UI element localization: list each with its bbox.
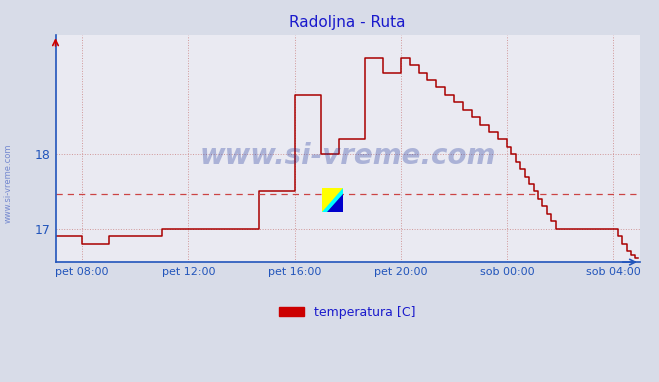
Polygon shape bbox=[322, 188, 343, 212]
Polygon shape bbox=[327, 194, 343, 212]
Polygon shape bbox=[322, 188, 343, 212]
Text: www.si-vreme.com: www.si-vreme.com bbox=[200, 141, 496, 170]
Legend: temperatura [C]: temperatura [C] bbox=[274, 301, 421, 324]
Text: www.si-vreme.com: www.si-vreme.com bbox=[4, 144, 13, 223]
Title: Radoljna - Ruta: Radoljna - Ruta bbox=[289, 15, 406, 30]
